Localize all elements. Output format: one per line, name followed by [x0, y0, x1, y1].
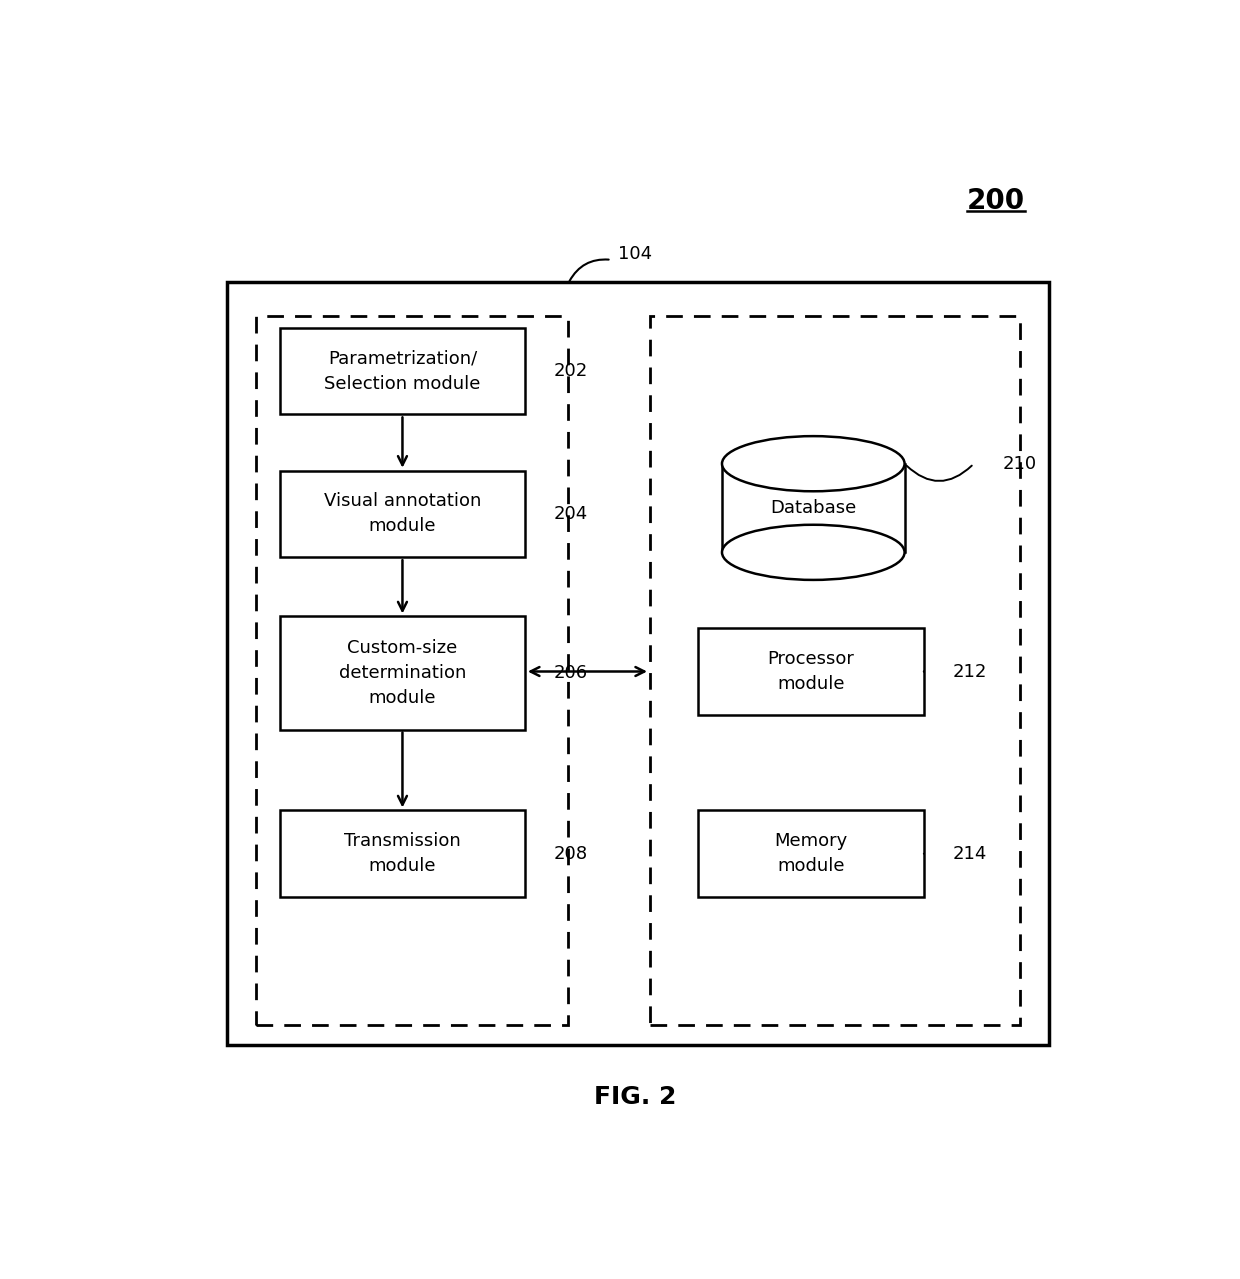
- Bar: [722, 464, 905, 553]
- Text: 214: 214: [952, 844, 987, 863]
- Text: FIG. 2: FIG. 2: [594, 1085, 677, 1109]
- Text: 204: 204: [554, 505, 588, 523]
- Text: 210: 210: [1003, 455, 1037, 473]
- Bar: [698, 628, 924, 715]
- Text: Processor
module: Processor module: [768, 650, 854, 693]
- Bar: [227, 281, 1049, 1045]
- Text: Custom-size
determination
module: Custom-size determination module: [339, 640, 466, 707]
- Bar: [280, 616, 525, 729]
- Text: Database: Database: [770, 499, 857, 517]
- Text: Memory
module: Memory module: [774, 833, 847, 875]
- Text: 104: 104: [619, 246, 652, 263]
- Text: Parametrization/
Selection module: Parametrization/ Selection module: [325, 349, 481, 393]
- Text: 202: 202: [554, 362, 588, 380]
- Text: Visual annotation
module: Visual annotation module: [324, 492, 481, 536]
- Bar: [698, 811, 924, 897]
- Bar: [650, 316, 1019, 1024]
- Text: Transmission
module: Transmission module: [343, 833, 461, 875]
- Ellipse shape: [722, 436, 905, 491]
- Text: 208: 208: [554, 844, 588, 863]
- Text: 206: 206: [554, 665, 588, 683]
- Text: 200: 200: [967, 187, 1025, 215]
- Ellipse shape: [722, 524, 905, 579]
- Bar: [280, 471, 525, 558]
- Bar: [255, 316, 568, 1024]
- Bar: [280, 811, 525, 897]
- Bar: [280, 327, 525, 414]
- Text: 212: 212: [952, 663, 987, 680]
